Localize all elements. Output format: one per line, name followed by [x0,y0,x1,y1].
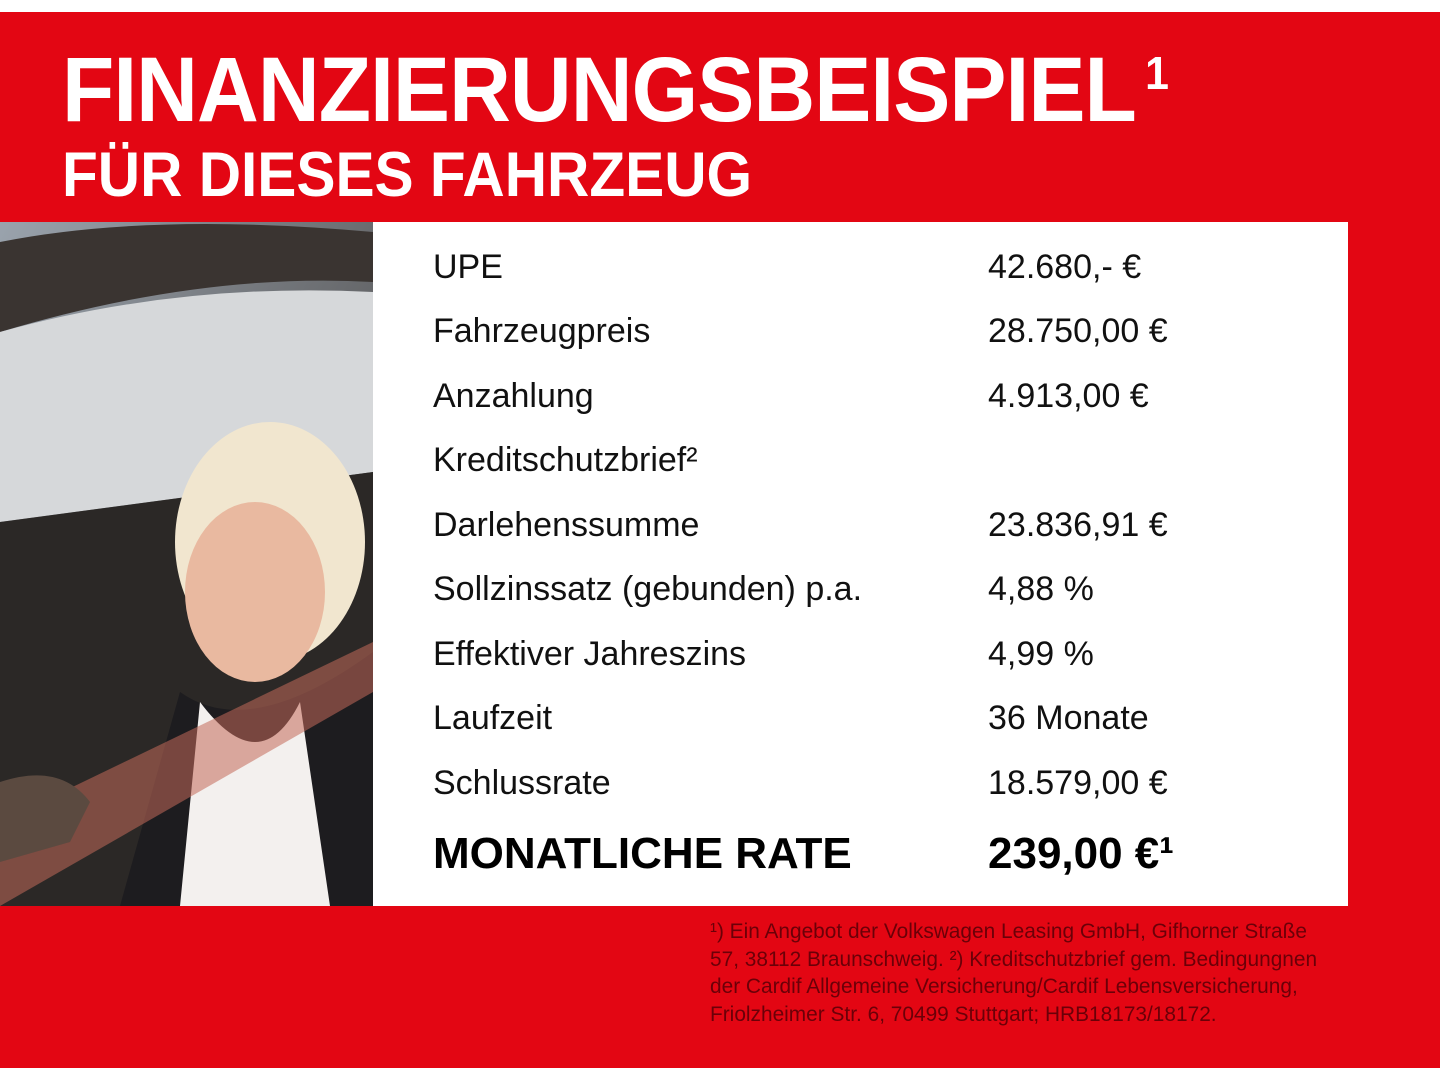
row-darlehenssumme: Darlehenssumme 23.836,91 € [433,506,1168,544]
footnote: ¹) Ein Angebot der Volkswagen Leasing Gm… [710,919,1318,1026]
row-laufzeit: Laufzeit 36 Monate [433,699,1149,737]
woman-in-car-photo [0,222,373,906]
row-sollzinssatz: Sollzinssatz (gebunden) p.a. 4,88 % [433,570,1094,608]
row-value: 23.836,91 € [988,506,1168,544]
title-text: FINANZIERUNGSBEISPIEL [62,39,1137,141]
row-value: 36 Monate [988,699,1149,737]
row-upe: UPE 42.680,- € [433,248,1141,286]
row-label: Effektiver Jahreszins [433,635,747,673]
row-kreditschutzbrief: Kreditschutzbrief² [433,443,698,477]
row-label: UPE [433,248,503,286]
row-effektiver-jahreszins: Effektiver Jahreszins 4,99 % [433,635,1094,673]
page-title: FINANZIERUNGSBEISPIEL 1 [62,44,1169,136]
row-value: 4,99 % [988,635,1094,673]
photo-illustration [0,222,373,906]
row-label: Fahrzeugpreis [433,312,651,350]
row-label: Schlussrate [433,764,611,802]
row-fahrzeugpreis: Fahrzeugpreis 28.750,00 € [433,312,1168,350]
page-subtitle: FÜR DIESES FAHRZEUG [62,140,753,210]
row-label: Darlehenssumme [433,506,700,544]
row-label: Sollzinssatz (gebunden) p.a. [433,570,863,608]
row-anzahlung: Anzahlung 4.913,00 € [433,377,1149,415]
row-schlussrate: Schlussrate 18.579,00 € [433,764,1168,802]
row-value: 28.750,00 € [988,312,1168,350]
row-label: Anzahlung [433,377,594,415]
total-value: 239,00 €¹ [988,829,1174,878]
row-value: 4,88 % [988,570,1094,608]
row-value: 4.913,00 € [988,377,1149,415]
row-value: 18.579,00 € [988,764,1168,802]
row-value: 42.680,- € [988,248,1142,286]
row-label: Kreditschutzbrief² [433,441,698,479]
total-label: MONATLICHE RATE [433,829,852,878]
row-label: Laufzeit [433,699,553,737]
title-footnote-mark: 1 [1145,47,1169,99]
row-monatliche-rate: MONATLICHE RATE 239,00 €¹ [433,829,1174,878]
financing-table: UPE 42.680,- € Fahrzeugpreis 28.750,00 € A… [373,222,1348,906]
